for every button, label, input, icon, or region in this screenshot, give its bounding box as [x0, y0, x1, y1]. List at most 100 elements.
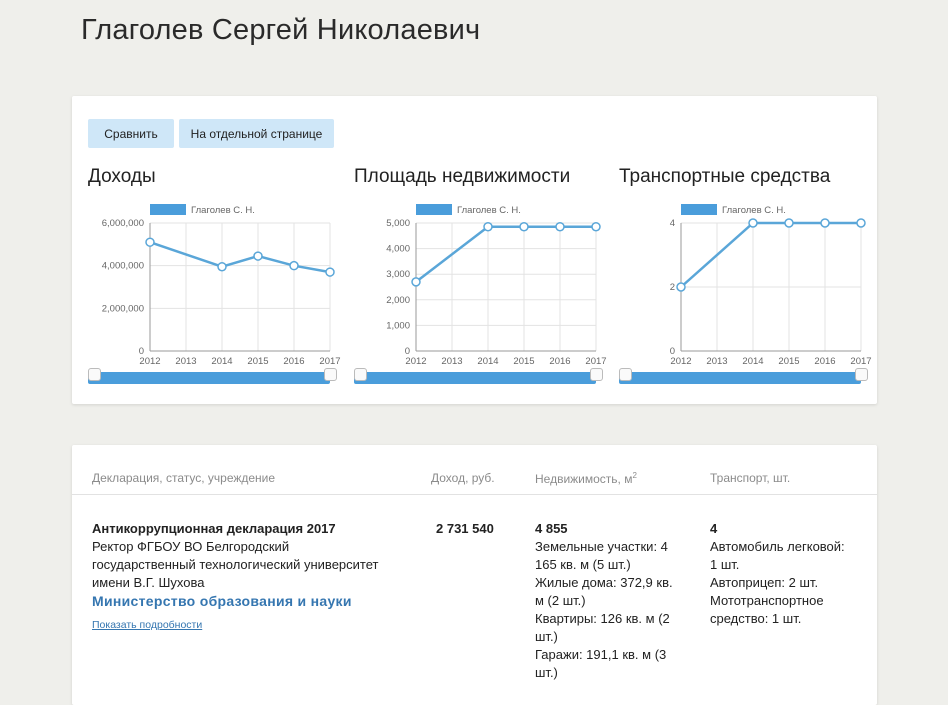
position-text: Ректор ФГБОУ ВО Белгородский государстве… — [92, 539, 379, 590]
x-tick-label: 2014 — [477, 356, 498, 367]
x-tick-label: 2016 — [814, 356, 835, 367]
data-point — [676, 282, 686, 292]
x-tick-label: 2012 — [670, 356, 691, 367]
data-point — [483, 221, 493, 232]
x-tick-label: 2013 — [175, 356, 196, 367]
x-tick-label: 2013 — [441, 356, 462, 367]
header-realty-sup: 2 — [632, 471, 637, 480]
data-point — [820, 218, 830, 228]
range-slider-track[interactable] — [88, 372, 330, 384]
header-realty[interactable]: Недвижимость, м2 — [535, 471, 637, 486]
page-title: Глаголев Сергей Николаевич — [81, 14, 481, 46]
legend-label: Глаголев С. Н. — [722, 205, 786, 216]
header-realty-label: Недвижимость, м — [535, 472, 633, 486]
data-point — [325, 267, 335, 277]
data-point — [748, 218, 758, 228]
x-tick-label: 2016 — [549, 356, 570, 367]
range-slider-track[interactable] — [619, 372, 861, 384]
realty-item: Земельные участки: 4 165 кв. м (5 шт.) — [535, 539, 668, 572]
declarations-table: Декларация, статус, учреждение Доход, ру… — [72, 445, 877, 705]
chart-title: Транспортные средства — [619, 166, 831, 187]
declaration-title: Антикоррупционная декларация 2017 — [92, 521, 336, 536]
data-point — [289, 260, 299, 271]
y-tick-label: 0 — [405, 346, 410, 357]
x-tick-label: 2015 — [778, 356, 799, 367]
charts-card: Сравнить На отдельной странице Доходы Гл… — [72, 96, 877, 404]
header-divider — [72, 494, 877, 495]
realty-chart-plot: Глаголев С. Н. 0 1,000 2,000 3,000 4,000 5,000… — [386, 204, 607, 367]
x-tick-label: 2014 — [211, 356, 232, 367]
y-tick-label: 4,000,000 — [102, 261, 144, 272]
range-slider-right-handle[interactable] — [324, 368, 337, 381]
range-slider-right-handle[interactable] — [855, 368, 868, 381]
show-details-link[interactable]: Показать подробности — [92, 619, 203, 631]
series-line — [149, 241, 331, 274]
realty-item: Квартиры: 126 кв. м (2 шт.) — [535, 611, 670, 644]
y-tick-label: 2,000,000 — [102, 303, 144, 314]
data-point — [591, 221, 601, 232]
data-point — [253, 251, 263, 261]
y-tick-label: 4 — [670, 218, 675, 229]
header-declaration[interactable]: Декларация, статус, учреждение — [92, 471, 276, 485]
separate-page-button[interactable]: На отдельной странице — [179, 119, 334, 148]
x-tick-label: 2017 — [850, 356, 871, 367]
income-chart-plot: Глаголев С. Н. 0 2,000,000 4,000,000 6,000,0… — [102, 204, 341, 367]
transport-item: Автоприцеп: 2 шт. — [710, 575, 819, 590]
header-income[interactable]: Доход, руб. — [431, 471, 495, 485]
x-tick-label: 2013 — [706, 356, 727, 367]
transport-item: Автомобиль легковой: 1 шт. — [710, 539, 845, 572]
data-point — [217, 261, 227, 272]
x-tick-label: 2015 — [247, 356, 268, 367]
x-tick-label: 2016 — [283, 356, 304, 367]
realty-chart: Площадь недвижимости Глаголев С. Н. 0 1,00… — [354, 160, 614, 392]
data-point — [555, 221, 565, 232]
transport-chart-plot: Глаголев С. Н. 0 2 4 2012 2013 2014 2015 2016 201… — [670, 204, 872, 367]
range-slider-track[interactable] — [354, 372, 596, 384]
chart-title: Площадь недвижимости — [354, 166, 571, 187]
legend-label: Глаголев С. Н. — [457, 205, 521, 216]
x-tick-label: 2012 — [139, 356, 160, 367]
series-line — [680, 221, 861, 288]
range-slider-left-handle[interactable] — [354, 368, 367, 381]
chart-title: Доходы — [88, 166, 156, 187]
y-tick-label: 2 — [670, 282, 675, 293]
transport-cell: 4 Автомобиль легковой: 1 шт. Автоприцеп:… — [710, 520, 850, 628]
data-point — [856, 218, 866, 228]
range-slider-left-handle[interactable] — [619, 368, 632, 381]
transport-total: 4 — [710, 521, 718, 536]
x-tick-label: 2017 — [585, 356, 606, 367]
legend-swatch — [416, 204, 452, 215]
range-slider-left-handle[interactable] — [88, 368, 101, 381]
range-slider-right-handle[interactable] — [590, 368, 603, 381]
realty-item: Гаражи: 191,1 кв. м (3 шт.) — [535, 647, 667, 680]
y-tick-label: 2,000 — [386, 295, 410, 306]
y-tick-label: 4,000 — [386, 244, 410, 255]
y-tick-label: 1,000 — [386, 320, 410, 331]
legend-swatch — [150, 204, 186, 215]
income-chart: Доходы Глаголев С. Н. 0 2,000,000 4,000,000… — [88, 160, 348, 392]
transport-item: Мототранспортное средство: 1 шт. — [710, 593, 824, 626]
realty-item: Жилые дома: 372,9 кв. м (2 шт.) — [535, 575, 673, 608]
y-tick-label: 3,000 — [386, 269, 410, 280]
x-tick-label: 2015 — [513, 356, 534, 367]
x-tick-label: 2012 — [405, 356, 426, 367]
income-cell: 2 731 540 — [436, 521, 494, 536]
data-point — [519, 221, 529, 232]
transport-chart: Транспортные средства Глаголев С. Н. 0 2 4 2… — [619, 160, 879, 392]
realty-total: 4 855 — [535, 521, 568, 536]
declaration-cell: Антикоррупционная декларация 2017 Ректор… — [92, 520, 382, 634]
compare-button[interactable]: Сравнить — [88, 119, 174, 148]
legend-label: Глаголев С. Н. — [191, 205, 255, 216]
realty-cell: 4 855 Земельные участки: 4 165 кв. м (5 … — [535, 520, 675, 682]
data-point — [784, 218, 794, 228]
ministry-link[interactable]: Министерство образования и науки — [92, 593, 352, 609]
y-tick-label: 5,000 — [386, 218, 410, 229]
x-tick-label: 2017 — [319, 356, 340, 367]
legend-swatch — [681, 204, 717, 215]
data-point — [145, 237, 155, 247]
x-tick-label: 2014 — [742, 356, 763, 367]
header-transport[interactable]: Транспорт, шт. — [710, 471, 791, 485]
y-tick-label: 0 — [670, 346, 675, 357]
series-line — [415, 225, 596, 283]
y-tick-label: 6,000,000 — [102, 218, 144, 229]
